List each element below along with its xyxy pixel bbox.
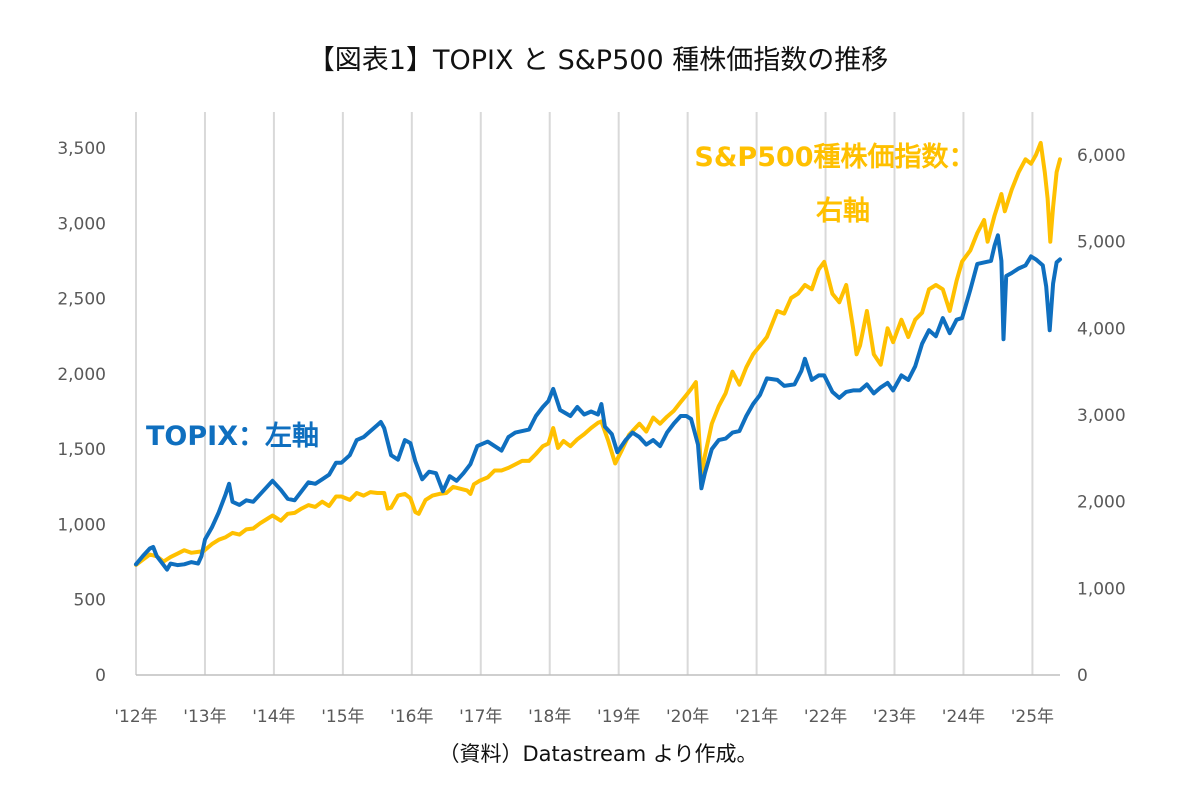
left-tick-label: 1,500 xyxy=(57,440,106,460)
left-tick-label: 2,500 xyxy=(57,290,106,310)
series-line-topix xyxy=(134,233,1062,572)
right-tick-label: 4,000 xyxy=(1077,319,1126,339)
right-tick-label: 1,000 xyxy=(1077,579,1126,599)
x-tick-label: '22年 xyxy=(804,707,847,727)
left-tick-label: 3,000 xyxy=(57,214,106,234)
x-tick-label: '17年 xyxy=(459,707,502,727)
series-label-topix: TOPIX：左軸 xyxy=(146,421,319,452)
x-tick-label: '20年 xyxy=(666,707,709,727)
x-tick-label: '25年 xyxy=(1011,707,1054,727)
x-tick-label: '16年 xyxy=(390,707,433,727)
x-tick-label: '21年 xyxy=(735,707,778,727)
x-tick-label: '14年 xyxy=(252,707,295,727)
left-tick-label: 3,500 xyxy=(57,139,106,159)
chart-title: 【図表1】TOPIX と S&P500 種株価指数の推移 xyxy=(307,45,889,76)
series-lines xyxy=(134,140,1062,572)
x-tick-label: '19年 xyxy=(597,707,640,727)
series-line-sp500 xyxy=(134,140,1062,567)
right-tick-label: 3,000 xyxy=(1077,406,1126,426)
left-tick-label: 1,000 xyxy=(57,515,106,535)
source-note: （資料）Datastream より作成。 xyxy=(438,742,758,766)
x-tick-label: '23年 xyxy=(873,707,916,727)
x-tick-label: '24年 xyxy=(942,707,985,727)
left-tick-label: 2,000 xyxy=(57,365,106,385)
x-tick-label: '12年 xyxy=(114,707,157,727)
x-axis-ticks: '12年 '13年 '14年 '15年 '16年 '17年 '18年 '19年 '20年 '21年… xyxy=(114,707,1054,727)
series-label-sp500-line1: S&P500種株価指数： xyxy=(694,142,975,173)
left-tick-label: 500 xyxy=(74,591,106,611)
x-tick-label: '15年 xyxy=(321,707,364,727)
x-tick-label: '13年 xyxy=(183,707,226,727)
right-tick-label: 2,000 xyxy=(1077,493,1126,513)
right-tick-label: 0 xyxy=(1077,666,1088,686)
left-tick-label: 0 xyxy=(95,666,106,686)
right-tick-label: 6,000 xyxy=(1077,146,1126,166)
right-axis-ticks: 0 1,000 2,000 3,000 4,000 5,000 6,000 xyxy=(1077,146,1126,686)
vertical-gridlines xyxy=(135,112,1034,675)
left-axis-ticks: 0 500 1,000 1,500 2,000 2,500 3,000 3,500 xyxy=(57,139,106,686)
x-tick-label: '18年 xyxy=(528,707,571,727)
series-label-sp500-line2: 右軸 xyxy=(816,196,870,227)
right-tick-label: 5,000 xyxy=(1077,233,1126,253)
